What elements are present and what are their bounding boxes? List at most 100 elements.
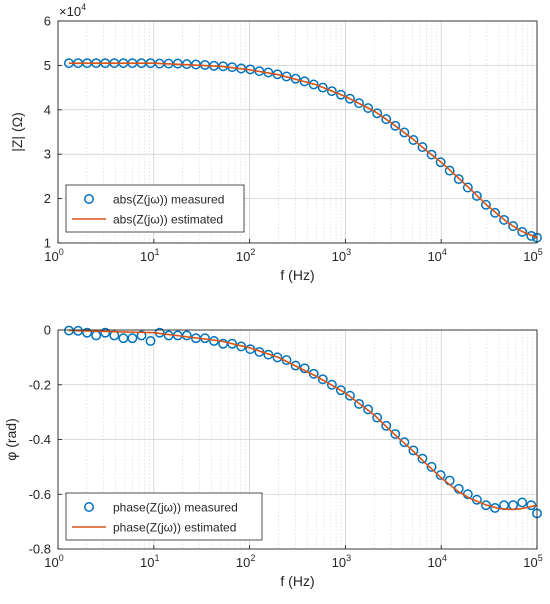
x-tick-exponent: 4: [442, 247, 447, 257]
legend-label: abs(Z(jω)) estimated: [113, 213, 223, 227]
data-point: [444, 165, 455, 176]
y-axis-label: |Z| (Ω): [9, 112, 25, 152]
legend-box: [65, 492, 263, 541]
data-point: [471, 190, 482, 201]
x-tick-exponent: 2: [250, 247, 255, 257]
data-point: [326, 86, 337, 97]
x-tick-label: 101: [140, 247, 159, 264]
data-point: [399, 127, 410, 138]
x-axis-label: f (Hz): [280, 267, 314, 283]
x-tick-label: 103: [332, 553, 351, 570]
legend: abs(Z(jω)) measured abs(Z(jω)) estimated: [65, 184, 245, 233]
data-point: [417, 453, 428, 464]
y-tick-label: 0: [44, 323, 51, 338]
legend: phase(Z(jω)) measured phase(Z(jω)) estima…: [65, 492, 263, 541]
x-tick-label: 105: [523, 247, 542, 264]
data-point: [317, 374, 328, 385]
series-line-2: [68, 329, 538, 511]
y-tick-label: -0.4: [29, 432, 51, 447]
x-tick-exponent: 1: [155, 247, 160, 257]
data-point: [354, 398, 364, 409]
data-point: [363, 103, 374, 113]
data-point: [372, 108, 383, 119]
data-point: [345, 390, 355, 401]
data-point: [517, 226, 528, 237]
data-point: [408, 445, 419, 456]
data-point: [408, 135, 419, 145]
data-point: [426, 461, 437, 472]
x-tick-label: 104: [427, 553, 446, 570]
data-point: [480, 199, 491, 210]
y-tick-label: -0.2: [29, 377, 51, 392]
y-exponent-power: 4: [81, 2, 86, 12]
data-point: [508, 221, 519, 232]
x-tick-label: 105: [523, 553, 542, 570]
data-point: [82, 327, 92, 338]
data-point: [136, 330, 147, 341]
data-point: [372, 412, 383, 423]
axes-frame: [57, 20, 538, 244]
data-point: [363, 404, 374, 415]
x-tick-label: 102: [236, 553, 255, 570]
data-point: [345, 93, 355, 104]
data-point: [317, 82, 328, 93]
x-tick-exponent: 3: [346, 553, 351, 563]
x-tick-label: 103: [332, 247, 351, 264]
y-axis-label: φ (rad): [3, 418, 19, 461]
y-tick-label: 5: [44, 58, 51, 73]
data-point: [390, 429, 401, 439]
legend-label: abs(Z(jω)) measured: [113, 193, 224, 207]
x-tick-exponent: 5: [538, 247, 543, 257]
data-point: [100, 327, 111, 338]
data-point: [290, 360, 301, 371]
data-point: [417, 142, 428, 153]
data-point: [354, 98, 364, 109]
x-tick-label: 104: [427, 247, 446, 264]
data-point: [308, 79, 319, 90]
y-exponent-label: ×104: [59, 2, 86, 19]
legend-box: [65, 184, 245, 233]
data-point: [381, 420, 392, 431]
data-point: [272, 352, 283, 363]
y-tick-label: -0.6: [29, 487, 51, 502]
data-point: [435, 157, 446, 168]
y-tick-label: -0.8: [29, 542, 51, 557]
y-tick-label: 1: [44, 236, 51, 251]
y-tick-label: 3: [44, 147, 51, 162]
data-point: [490, 207, 500, 218]
series-line-2: [68, 62, 538, 239]
legend-marker-swatch: [84, 194, 94, 204]
data-point: [435, 470, 446, 481]
data-point: [227, 338, 238, 349]
x-tick-exponent: 4: [442, 553, 447, 563]
x-tick-label: 101: [140, 553, 159, 570]
data-point: [480, 500, 491, 511]
x-tick-exponent: 3: [346, 247, 351, 257]
data-point: [499, 214, 510, 225]
data-point: [517, 497, 528, 508]
y-tick-label: 6: [44, 14, 51, 29]
data-point: [145, 336, 156, 346]
data-point: [426, 149, 437, 160]
x-tick-exponent: 1: [155, 553, 160, 563]
data-point: [335, 385, 346, 396]
data-point: [127, 333, 138, 344]
legend-label: phase(Z(jω)) measured: [113, 501, 238, 515]
data-point: [326, 379, 337, 390]
x-tick-exponent: 0: [59, 553, 64, 563]
x-axis-label: f (Hz): [280, 573, 314, 589]
x-tick-exponent: 0: [59, 247, 64, 257]
y-tick-label: 2: [44, 191, 51, 206]
data-point: [381, 114, 392, 125]
x-tick-exponent: 5: [538, 553, 543, 563]
x-tick-label: 102: [236, 247, 255, 264]
data-point: [399, 437, 410, 448]
legend-label: phase(Z(jω)) estimated: [113, 521, 236, 535]
x-tick-exponent: 2: [250, 553, 255, 563]
data-point: [526, 230, 537, 241]
legend-marker-swatch: [84, 502, 94, 512]
y-tick-label: 4: [44, 102, 51, 117]
